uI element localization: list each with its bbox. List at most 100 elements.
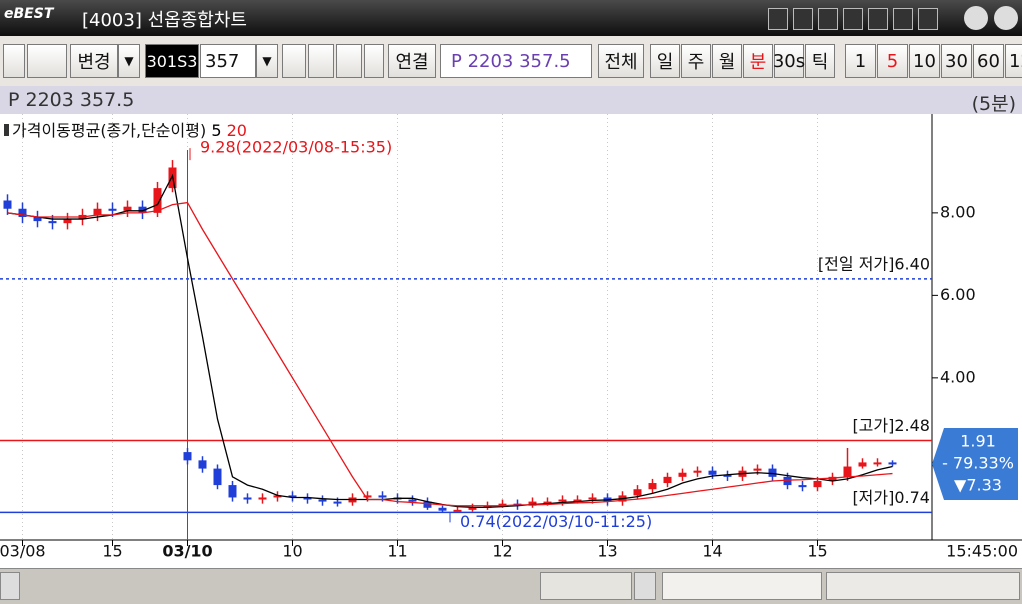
icon-button[interactable] [336, 44, 362, 78]
interval-button[interactable]: 60 [973, 44, 1004, 78]
candle-body [183, 452, 192, 461]
change-button[interactable]: 변경 [70, 44, 118, 78]
minimize-button[interactable] [964, 6, 988, 30]
spin-button[interactable] [364, 44, 384, 78]
interval-button[interactable]: 30 [941, 44, 972, 78]
candle-body [123, 206, 132, 211]
candle-body [588, 497, 597, 500]
candle-body [468, 507, 477, 510]
x-cursor-label: 15:45:00 [946, 542, 1018, 561]
logo: eBEST [4, 6, 54, 22]
candle-body [153, 188, 162, 213]
candle-body [558, 499, 567, 502]
x-tick-label: 03/10 [162, 542, 212, 561]
window-button[interactable] [793, 8, 813, 30]
window-button[interactable] [818, 8, 838, 30]
y-tick-label: 6.00 [940, 285, 976, 304]
period-button[interactable]: 주 [681, 44, 711, 78]
symbol-label: P 2203 357.5 [8, 89, 135, 111]
interval-label: (5분) [971, 93, 1016, 115]
price-badge-diff: ▼7.33 [954, 476, 1002, 495]
candle-body [888, 462, 897, 465]
ma-line [7, 173, 893, 509]
candle-body [723, 474, 732, 477]
candle-body [303, 497, 312, 500]
scroll-bar [0, 568, 1022, 604]
legend-title-text: 가격이동평균(종가,단순이평) [12, 121, 206, 140]
x-tick-label: 12 [492, 542, 512, 561]
candle-body [408, 499, 417, 502]
search-button[interactable] [282, 44, 306, 78]
candle-body [693, 470, 702, 473]
window-button[interactable] [918, 8, 938, 30]
candle-body [3, 200, 12, 209]
candle-body [543, 501, 552, 504]
interval-button[interactable]: 1 [845, 44, 876, 78]
window-title: [4003] 선옵종합차트 [82, 10, 247, 31]
period-button[interactable]: 틱 [805, 44, 835, 78]
interval-button[interactable]: 5 [877, 44, 908, 78]
title-bar: eBEST [4003] 선옵종합차트 [0, 0, 1022, 36]
reference-label: [저가]0.74 [852, 488, 930, 507]
icon-button[interactable] [308, 44, 334, 78]
chart-controls[interactable] [826, 572, 1020, 600]
candle-body [708, 470, 717, 475]
reference-label: [전일 저가]6.40 [818, 254, 930, 273]
x-tick-label: 10 [282, 542, 302, 561]
icon-button[interactable] [3, 44, 25, 78]
y-tick-label: 8.00 [940, 202, 976, 221]
ma-line [7, 201, 893, 507]
candle-body [858, 462, 867, 467]
scroll-thumb[interactable] [540, 572, 632, 600]
candle-body [378, 495, 387, 498]
candle-body [228, 485, 237, 498]
candle-body [768, 468, 777, 477]
scroll-left[interactable] [0, 572, 20, 600]
icon-button[interactable] [27, 44, 67, 78]
x-tick-label: 13 [597, 542, 617, 561]
window-button[interactable] [868, 8, 888, 30]
candle-body [528, 501, 537, 506]
candle-body [93, 208, 102, 215]
period-button[interactable]: 분 [743, 44, 773, 78]
window-button[interactable] [843, 8, 863, 30]
candle-body [138, 206, 147, 213]
candle-body [573, 499, 582, 502]
close-button[interactable] [994, 6, 1018, 30]
all-button[interactable]: 전체 [598, 44, 644, 78]
interval-button[interactable]: 10 [909, 44, 940, 78]
x-tick-label: 15 [807, 542, 827, 561]
candle-body [753, 468, 762, 471]
period-button[interactable]: 30s [773, 44, 805, 78]
candle-body [783, 476, 792, 486]
candle-body [258, 497, 267, 500]
scroll-right[interactable] [634, 572, 656, 600]
candle-body [498, 503, 507, 506]
candle-body [273, 495, 282, 498]
candle-body [798, 485, 807, 488]
candle-body [633, 489, 642, 496]
price-badge-change: - 79.33% [942, 454, 1014, 473]
candle-body [33, 216, 42, 222]
candle-body [198, 460, 207, 469]
period-button[interactable]: 일 [650, 44, 680, 78]
period-button[interactable]: 월 [712, 44, 742, 78]
chart: 4.00 6.00 8.00 03/08 15 03/10 10 11 12 13 14 15 15:4… [0, 114, 1022, 568]
connect-button[interactable]: 연결 [388, 44, 436, 78]
x-tick-label: 15 [102, 542, 122, 561]
candle-body [18, 208, 27, 217]
legend-entry: 5 [211, 121, 221, 140]
code-field[interactable]: 301S3 [145, 44, 199, 78]
dropdown-arrow[interactable]: ▼ [256, 44, 278, 78]
strike-field[interactable]: 357 [200, 44, 256, 78]
candle-body [333, 501, 342, 504]
interval-button[interactable]: 12 [1005, 44, 1022, 78]
dropdown-arrow[interactable]: ▼ [118, 44, 140, 78]
candle-body [108, 208, 117, 211]
window-button[interactable] [893, 8, 913, 30]
zoom-slider[interactable] [662, 572, 822, 600]
window-button[interactable] [768, 8, 788, 30]
symbol-field: P 2203 357.5 [440, 44, 592, 78]
candle-body [663, 476, 672, 484]
